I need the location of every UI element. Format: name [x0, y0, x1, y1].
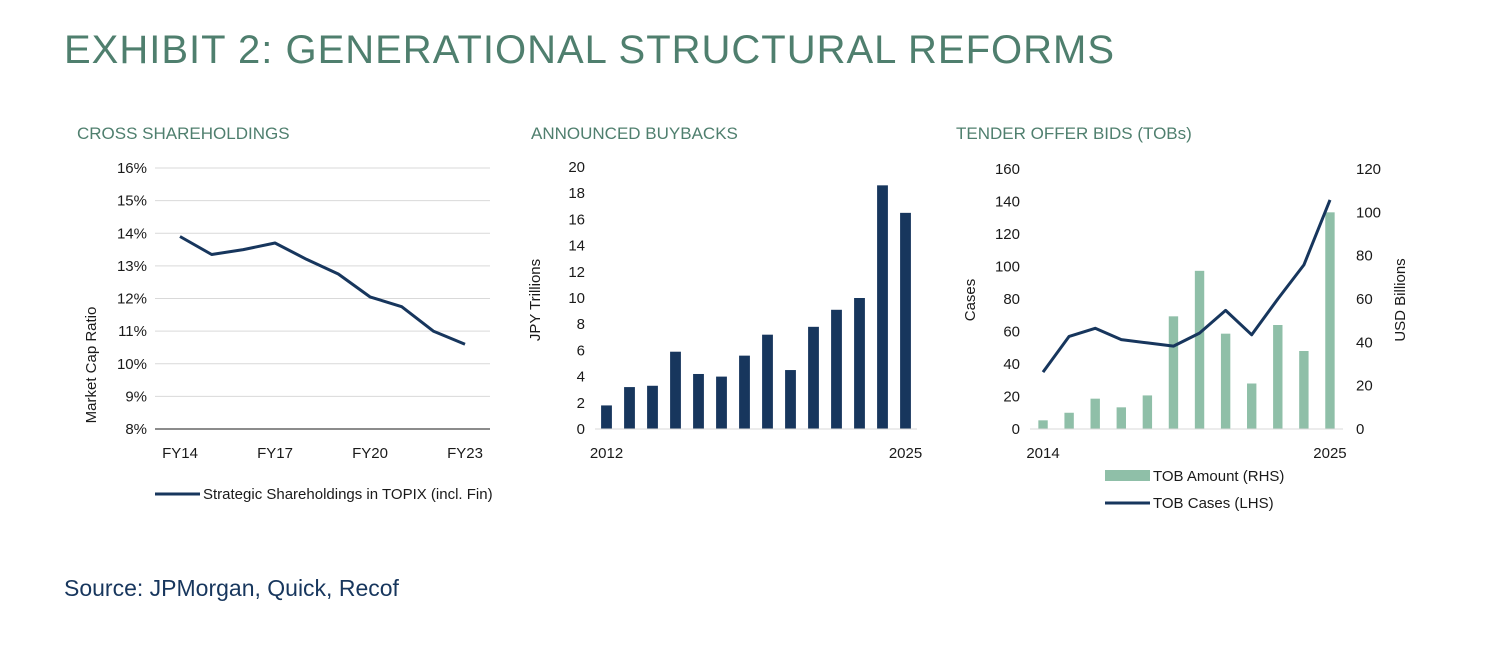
tob-amount-bar: [1168, 316, 1179, 429]
legend-line-label: TOB Cases (LHS): [1153, 495, 1274, 512]
tob-amount-bar: [1220, 333, 1231, 429]
tob-amount-bar: [1090, 398, 1100, 429]
y-axis-label: Cases: [962, 279, 979, 322]
y2-tick-label: 40: [1356, 334, 1373, 351]
y-tick-label: 2: [577, 395, 585, 412]
y-tick-label: 8: [577, 316, 585, 333]
y-tick-label: 140: [995, 194, 1020, 211]
buyback-bar: [900, 212, 911, 429]
buyback-bar: [877, 185, 888, 429]
y2-tick-label: 80: [1356, 248, 1373, 265]
buyback-bar: [624, 387, 635, 429]
y-tick-label: 14: [568, 238, 585, 255]
y-tick-label: 100: [995, 259, 1020, 276]
y-tick-label: 0: [577, 421, 585, 438]
tob-title: TENDER OFFER BIDS (TOBs): [956, 124, 1192, 143]
exhibit-title: EXHIBIT 2: GENERATIONAL STRUCTURAL REFOR…: [64, 28, 1116, 72]
tob-amount-bar: [1247, 383, 1257, 429]
y-tick-label: 16%: [117, 160, 147, 177]
x-tick-label: FY20: [352, 445, 388, 462]
y-tick-label: 9%: [125, 388, 147, 405]
legend-bar-swatch: [1105, 470, 1150, 481]
buybacks-chart: 0 2 4 6 8 10 12 14 16 18 20 2012 2025 JPY Trillions: [527, 159, 922, 462]
buyback-bar: [854, 298, 865, 429]
x-tick-label: FY14: [162, 445, 198, 462]
y-tick-label: 10%: [117, 356, 147, 373]
y-tick-label: 16: [568, 211, 585, 228]
buyback-bar: [762, 334, 773, 429]
tob-amount-bar: [1325, 212, 1335, 429]
buyback-bar: [670, 351, 681, 429]
buyback-bar: [647, 385, 658, 429]
legend-label: Strategic Shareholdings in TOPIX (incl. …: [203, 486, 493, 503]
tob-amount-bar: [1038, 420, 1048, 429]
y-tick-label: 15%: [117, 193, 147, 210]
buyback-bar: [739, 355, 750, 429]
y2-axis-label: USD Billions: [1392, 258, 1409, 341]
y-tick-label: 11%: [118, 323, 147, 340]
shareholdings-line: [179, 235, 466, 346]
buyback-bar: [601, 405, 612, 429]
y-tick-label: 6: [577, 342, 585, 359]
y-tick-label: 12: [568, 264, 585, 281]
y2-tick-label: 60: [1356, 291, 1373, 308]
y-tick-label: 160: [995, 161, 1020, 178]
tob-amount-bar: [1064, 412, 1074, 429]
x-tick-label: 2025: [1313, 445, 1346, 462]
y-tick-label: 8%: [125, 421, 147, 438]
x-tick-label: FY23: [447, 445, 483, 462]
y-tick-label: 20: [1003, 389, 1020, 406]
y-tick-label: 20: [568, 159, 585, 176]
buybacks-title: ANNOUNCED BUYBACKS: [531, 124, 738, 143]
y-tick-label: 4: [577, 369, 585, 386]
y-tick-label: 40: [1003, 356, 1020, 373]
y-tick-label: 14%: [117, 225, 147, 242]
tob-amount-bar: [1299, 351, 1309, 429]
y-tick-label: 120: [995, 226, 1020, 243]
y-axis-label: JPY Trillions: [527, 259, 544, 341]
buyback-bar: [716, 376, 727, 429]
buyback-bar: [808, 326, 819, 429]
y2-tick-label: 0: [1356, 421, 1364, 438]
buyback-bar: [831, 309, 842, 429]
y2-tick-label: 20: [1356, 378, 1373, 395]
y-tick-label: 60: [1003, 324, 1020, 341]
source-note: Source: JPMorgan, Quick, Recof: [64, 575, 399, 601]
tob-cases-line: [1041, 199, 1332, 373]
y-tick-label: 80: [1003, 291, 1020, 308]
tob-amount-bar: [1194, 270, 1205, 429]
y-tick-label: 18: [568, 185, 585, 202]
tob-amount-bar: [1273, 325, 1283, 429]
buyback-bar: [693, 373, 704, 429]
legend-bar-label: TOB Amount (RHS): [1153, 468, 1284, 485]
y2-tick-label: 100: [1356, 204, 1381, 221]
x-tick-label: 2014: [1026, 445, 1059, 462]
x-tick-label: FY17: [257, 445, 293, 462]
tob-amount-bar: [1116, 407, 1126, 429]
y-tick-label: 0: [1012, 421, 1020, 438]
y2-tick-label: 120: [1356, 161, 1381, 178]
buyback-bar: [785, 370, 796, 429]
y-tick-label: 12%: [117, 291, 147, 308]
cross-shareholdings-title: CROSS SHAREHOLDINGS: [77, 124, 290, 143]
y-axis-label: Market Cap Ratio: [83, 307, 100, 424]
y-tick-label: 13%: [117, 258, 147, 275]
y-tick-label: 10: [568, 290, 585, 307]
x-tick-label: 2012: [590, 445, 623, 462]
tob-chart: 0 20 40 60 80 100 120 140 160 0 20 40 60 80 100 120 20…: [962, 161, 1409, 512]
cross-shareholdings-chart: 8% 9% 10% 11% 12% 13% 14% 15% 16% FY14 FY17 FY20 FY…: [83, 160, 493, 503]
x-tick-label: 2025: [889, 445, 922, 462]
tob-amount-bar: [1142, 395, 1153, 429]
